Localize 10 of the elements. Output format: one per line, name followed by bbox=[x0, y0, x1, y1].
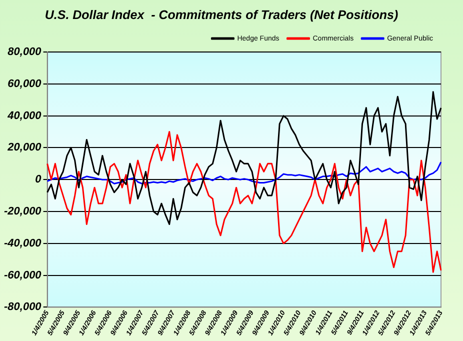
chart-title: U.S. Dollar Index - Commitments of Traders (Net Positions) bbox=[44, 8, 398, 22]
y-tick-label: 20,000 bbox=[6, 142, 42, 154]
y-tick-label: -20,000 bbox=[4, 206, 42, 218]
y-tick-label: -80,000 bbox=[4, 301, 42, 314]
y-tick-label: 0 bbox=[35, 174, 42, 186]
y-tick-label: 40,000 bbox=[6, 110, 42, 122]
y-tick-label: 60,000 bbox=[8, 78, 42, 90]
y-tick-label: -60,000 bbox=[4, 269, 42, 282]
y-tick-label: -40,000 bbox=[4, 237, 42, 250]
y-tick-label: 80,000 bbox=[8, 46, 42, 58]
